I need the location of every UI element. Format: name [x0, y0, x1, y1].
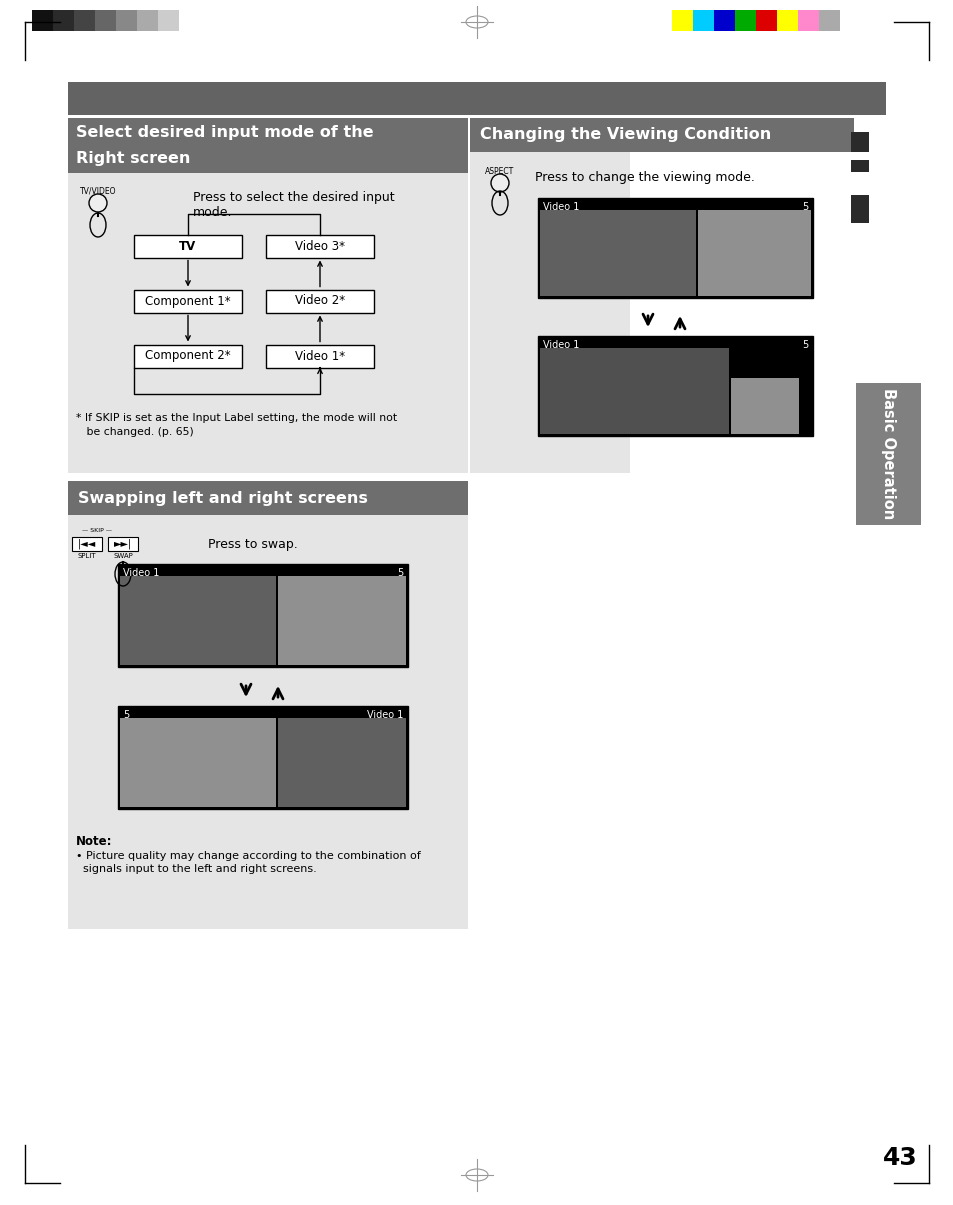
Bar [108, 537, 138, 551]
Text: TV: TV [179, 240, 196, 253]
Bar [539, 348, 729, 434]
Bar [266, 289, 374, 312]
Bar [537, 198, 812, 298]
Bar [68, 481, 468, 515]
Bar [118, 706, 408, 809]
Bar [53, 10, 74, 31]
Bar [120, 576, 276, 665]
Text: ASPECT: ASPECT [485, 166, 514, 176]
Text: ►►|: ►►| [113, 539, 132, 549]
Text: Video 1: Video 1 [542, 340, 578, 349]
Bar [731, 378, 799, 434]
Text: 5: 5 [123, 710, 129, 721]
Text: TV/VIDEO: TV/VIDEO [80, 187, 116, 195]
Text: 43: 43 [882, 1146, 917, 1170]
Text: signals input to the left and right screens.: signals input to the left and right scre… [76, 864, 316, 874]
Bar [71, 537, 102, 551]
Text: * If SKIP is set as the Input Label setting, the mode will not: * If SKIP is set as the Input Label sett… [76, 413, 396, 423]
Text: Component 1*: Component 1* [145, 294, 231, 307]
Text: Swapping left and right screens: Swapping left and right screens [78, 490, 368, 506]
Bar [797, 10, 818, 31]
Bar [266, 345, 374, 368]
Bar [74, 10, 95, 31]
Text: SWAP: SWAP [113, 553, 132, 559]
Bar [133, 235, 242, 258]
Bar [692, 10, 713, 31]
Bar [133, 345, 242, 368]
Bar [68, 481, 468, 929]
Circle shape [491, 174, 509, 192]
Bar [776, 10, 797, 31]
Text: Press to change the viewing mode.: Press to change the viewing mode. [535, 171, 754, 184]
Text: Video 1: Video 1 [123, 568, 159, 578]
Bar [179, 10, 200, 31]
Text: Component 2*: Component 2* [145, 349, 231, 363]
Text: Basic Operation: Basic Operation [880, 388, 895, 519]
Text: Video 2*: Video 2* [294, 294, 345, 307]
Bar [68, 82, 885, 114]
Text: Video 3*: Video 3* [294, 240, 345, 253]
Text: SPLIT: SPLIT [77, 553, 96, 559]
Text: 5: 5 [801, 202, 807, 212]
Bar [850, 160, 868, 172]
Bar [537, 336, 812, 436]
Bar [68, 118, 468, 174]
Text: • Picture quality may change according to the combination of: • Picture quality may change according t… [76, 851, 420, 862]
Bar [470, 118, 853, 152]
Bar [850, 133, 868, 152]
Circle shape [89, 194, 107, 212]
Bar [818, 10, 840, 31]
Bar [698, 210, 810, 296]
Bar [32, 10, 53, 31]
Bar [855, 383, 920, 525]
Bar [68, 118, 468, 474]
Bar [120, 718, 276, 807]
Bar [116, 10, 137, 31]
Text: Press to select the desired input
mode.: Press to select the desired input mode. [193, 192, 395, 219]
Text: 5: 5 [801, 340, 807, 349]
Bar [133, 289, 242, 312]
Bar [158, 10, 179, 31]
Bar [95, 10, 116, 31]
Bar [734, 10, 755, 31]
Bar [470, 118, 853, 474]
Bar [278, 576, 406, 665]
Text: be changed. (p. 65): be changed. (p. 65) [76, 427, 193, 437]
Text: Video 1: Video 1 [542, 202, 578, 212]
Text: 5: 5 [396, 568, 402, 578]
Bar [278, 718, 406, 807]
Bar [470, 152, 629, 474]
Text: — SKIP —: — SKIP — [82, 528, 112, 533]
Text: Select desired input mode of the: Select desired input mode of the [76, 125, 374, 141]
Bar [266, 235, 374, 258]
Bar [713, 10, 734, 31]
Text: Video 1*: Video 1* [294, 349, 345, 363]
Text: Changing the Viewing Condition: Changing the Viewing Condition [479, 128, 770, 142]
Bar [137, 10, 158, 31]
Bar [671, 10, 692, 31]
Bar [539, 210, 696, 296]
Bar [850, 195, 868, 223]
Bar [118, 564, 408, 668]
Text: |◄◄: |◄◄ [78, 539, 96, 549]
Text: Press to swap.: Press to swap. [208, 537, 297, 551]
Text: Right screen: Right screen [76, 151, 191, 165]
Text: Video 1: Video 1 [366, 710, 402, 721]
Text: Note:: Note: [76, 835, 112, 848]
Bar [755, 10, 776, 31]
